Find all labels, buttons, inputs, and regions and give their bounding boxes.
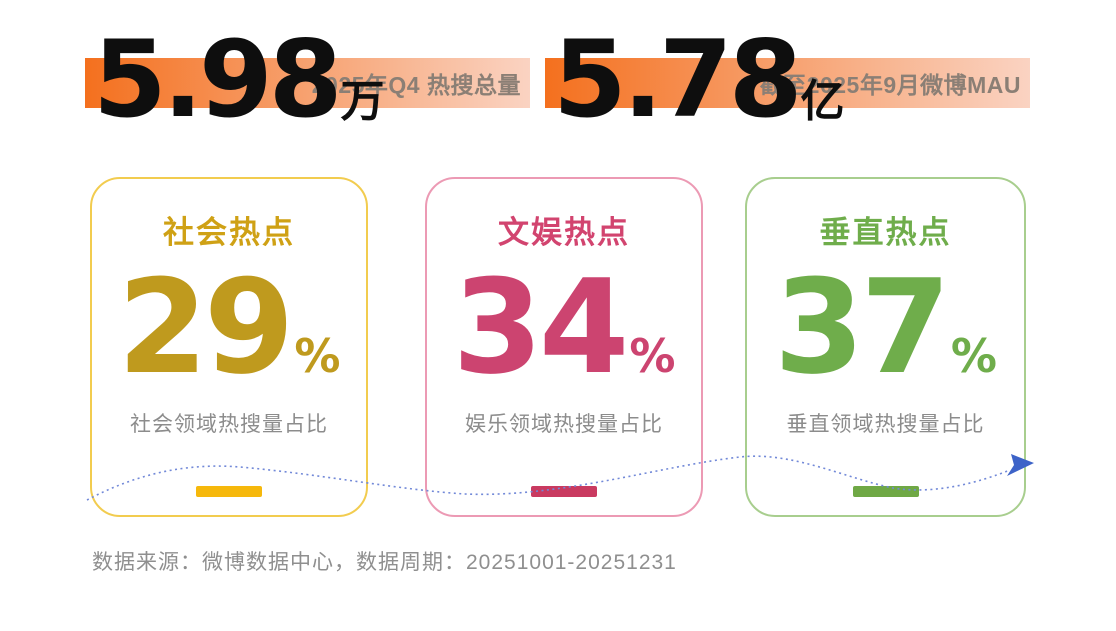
percent-sign: % <box>950 329 997 383</box>
stat-value-number: 5.78 <box>553 18 803 141</box>
stat-label: 截至2025年9月微博MAU <box>759 72 1021 98</box>
card-entertainment-hotspot: 文娱热点 34% 娱乐领域热搜量占比 <box>425 177 703 517</box>
card-title: 文娱热点 <box>498 215 630 250</box>
card-accent-bar <box>852 486 919 497</box>
card-title: 社会热点 <box>163 215 295 250</box>
data-source-note: 数据来源：微博数据中心，数据周期：20251001-20251231 <box>92 551 677 574</box>
percent-sign: % <box>294 329 341 383</box>
stat-value-unit: 万 <box>340 77 385 126</box>
card-value-number: 37 <box>773 251 951 403</box>
stat-value-mau: 5.78亿 <box>553 27 845 133</box>
stat-value-unit: 亿 <box>800 77 845 126</box>
percent-sign: % <box>629 329 676 383</box>
stat-value-number: 5.98 <box>93 18 343 141</box>
stat-label: 2025年Q4 热搜总量 <box>311 72 521 98</box>
card-vertical-hotspot: 垂直热点 37% 垂直领域热搜量占比 <box>745 177 1026 517</box>
card-title: 垂直热点 <box>819 215 952 250</box>
card-value: 29% <box>92 262 366 392</box>
card-accent-bar <box>196 486 262 497</box>
card-caption: 社会领域热搜量占比 <box>130 413 328 436</box>
card-accent-bar <box>531 486 597 497</box>
card-caption: 垂直领域热搜量占比 <box>786 413 985 436</box>
stat-bar-mau: 截至2025年9月微博MAU <box>545 58 1030 108</box>
card-value-number: 29 <box>117 251 294 403</box>
card-value: 34% <box>427 262 701 392</box>
card-value: 37% <box>747 262 1024 392</box>
card-caption: 娱乐领域热搜量占比 <box>465 413 663 436</box>
stat-bar-q4-total: 2025年Q4 热搜总量 <box>85 58 530 108</box>
card-value-number: 34 <box>452 251 629 403</box>
card-social-hotspot: 社会热点 29% 社会领域热搜量占比 <box>90 177 368 517</box>
stat-value-q4-total: 5.98万 <box>93 27 385 133</box>
